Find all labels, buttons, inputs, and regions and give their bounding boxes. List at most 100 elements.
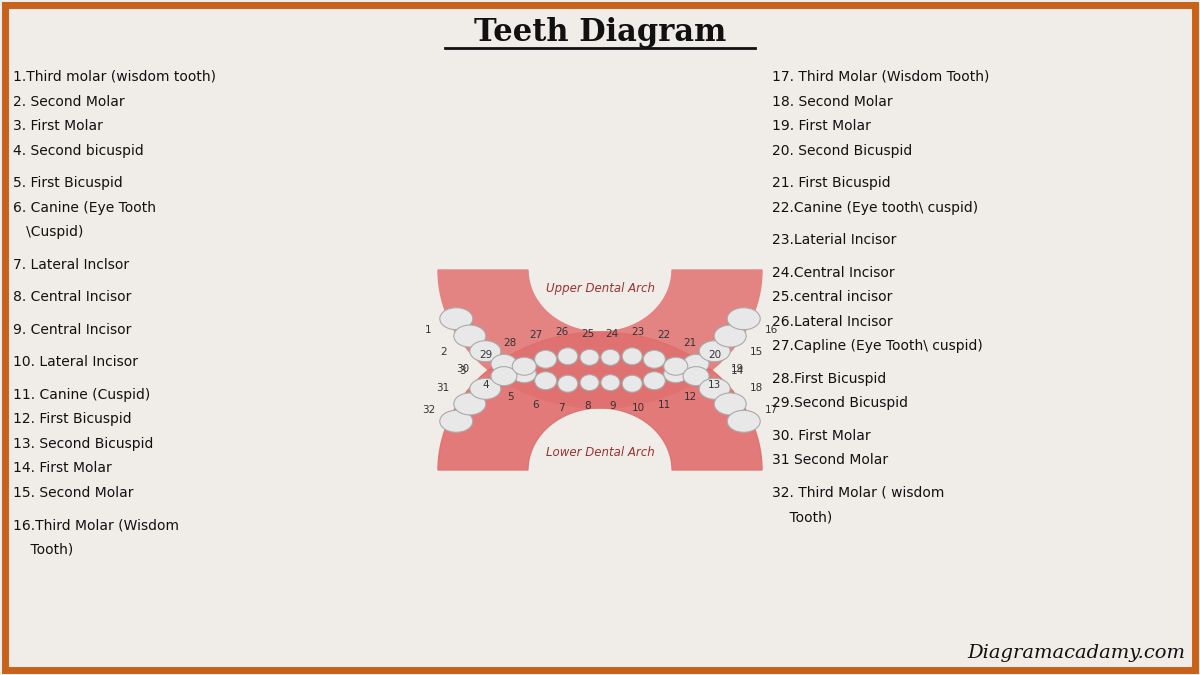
- Text: 25: 25: [581, 329, 594, 340]
- Text: 23: 23: [631, 327, 644, 337]
- Text: 1: 1: [425, 325, 432, 335]
- Ellipse shape: [700, 341, 730, 362]
- Text: 7. Lateral Inclsor: 7. Lateral Inclsor: [13, 257, 130, 271]
- Text: 15. Second Molar: 15. Second Molar: [13, 485, 133, 500]
- Ellipse shape: [727, 308, 761, 329]
- Text: 28.First Bicuspid: 28.First Bicuspid: [772, 371, 887, 385]
- Text: 5: 5: [506, 392, 514, 402]
- Ellipse shape: [643, 350, 665, 369]
- Ellipse shape: [491, 354, 517, 373]
- Text: 9. Central Incisor: 9. Central Incisor: [13, 323, 131, 337]
- Text: 24.Central Incisor: 24.Central Incisor: [772, 265, 895, 279]
- Ellipse shape: [683, 354, 709, 373]
- Text: 13: 13: [708, 380, 721, 390]
- Text: Lower Dental Arch: Lower Dental Arch: [546, 446, 654, 458]
- Text: 2. Second Molar: 2. Second Molar: [13, 95, 125, 109]
- Text: 8. Central Incisor: 8. Central Incisor: [13, 290, 131, 304]
- Ellipse shape: [714, 325, 746, 347]
- Text: 32. Third Molar ( wisdom: 32. Third Molar ( wisdom: [772, 485, 944, 500]
- Text: 23.Laterial Incisor: 23.Laterial Incisor: [772, 233, 896, 247]
- Text: 26: 26: [556, 327, 569, 337]
- Ellipse shape: [664, 364, 688, 383]
- Text: 5. First Bicuspid: 5. First Bicuspid: [13, 176, 122, 190]
- Ellipse shape: [470, 341, 500, 362]
- Text: Upper Dental Arch: Upper Dental Arch: [546, 281, 654, 294]
- Text: 31 Second Molar: 31 Second Molar: [772, 453, 888, 467]
- Text: 26.Lateral Incisor: 26.Lateral Incisor: [772, 315, 893, 329]
- Text: 16.Third Molar (Wisdom: 16.Third Molar (Wisdom: [13, 518, 179, 532]
- Ellipse shape: [470, 378, 500, 400]
- Text: 10. Lateral Incisor: 10. Lateral Incisor: [13, 355, 138, 369]
- Polygon shape: [438, 332, 762, 470]
- Ellipse shape: [491, 367, 517, 385]
- Ellipse shape: [512, 364, 536, 383]
- Ellipse shape: [714, 393, 746, 415]
- Ellipse shape: [558, 348, 577, 364]
- Text: 2: 2: [440, 347, 446, 357]
- Text: 28: 28: [504, 338, 517, 348]
- Text: 4: 4: [482, 380, 488, 390]
- Text: 17. Third Molar (Wisdom Tooth): 17. Third Molar (Wisdom Tooth): [772, 70, 989, 84]
- Text: 1.Third molar (wisdom tooth): 1.Third molar (wisdom tooth): [13, 70, 216, 84]
- Text: 18: 18: [750, 383, 763, 393]
- Ellipse shape: [700, 378, 730, 400]
- Text: Diagramacadamy.com: Diagramacadamy.com: [967, 644, 1186, 662]
- Text: 21: 21: [683, 338, 696, 348]
- Ellipse shape: [439, 410, 473, 432]
- Text: 10: 10: [631, 403, 644, 413]
- Ellipse shape: [535, 372, 557, 389]
- Polygon shape: [438, 270, 762, 408]
- Text: 16: 16: [764, 325, 778, 335]
- Text: 14. First Molar: 14. First Molar: [13, 461, 112, 475]
- Text: Tooth): Tooth): [772, 510, 833, 524]
- Text: 14: 14: [731, 366, 744, 375]
- Text: 12: 12: [683, 392, 696, 402]
- Text: 13. Second Bicuspid: 13. Second Bicuspid: [13, 437, 154, 450]
- Text: 32: 32: [422, 405, 436, 415]
- Ellipse shape: [727, 410, 761, 432]
- Text: \Cuspid): \Cuspid): [13, 225, 83, 239]
- Text: 4. Second bicuspid: 4. Second bicuspid: [13, 144, 144, 157]
- Text: 30. First Molar: 30. First Molar: [772, 429, 871, 443]
- Text: 3. First Molar: 3. First Molar: [13, 119, 103, 133]
- Text: 22: 22: [658, 330, 671, 340]
- Ellipse shape: [558, 375, 577, 392]
- Text: 27.Capline (Eye Tooth\ cuspid): 27.Capline (Eye Tooth\ cuspid): [772, 339, 983, 353]
- Text: 17: 17: [764, 405, 778, 415]
- Text: Tooth): Tooth): [13, 543, 73, 556]
- Text: 3: 3: [460, 366, 466, 375]
- Text: 31: 31: [437, 383, 450, 393]
- Text: 21. First Bicuspid: 21. First Bicuspid: [772, 176, 890, 190]
- Ellipse shape: [439, 308, 473, 329]
- Ellipse shape: [454, 325, 486, 347]
- Text: 7: 7: [558, 403, 565, 413]
- Text: 11. Canine (Cuspid): 11. Canine (Cuspid): [13, 387, 150, 402]
- Ellipse shape: [601, 350, 620, 365]
- Text: 8: 8: [584, 400, 592, 410]
- Text: 25.central incisor: 25.central incisor: [772, 290, 893, 304]
- Text: 20: 20: [708, 350, 721, 360]
- Text: 11: 11: [658, 400, 671, 410]
- Text: 6: 6: [533, 400, 539, 410]
- Text: 15: 15: [750, 347, 763, 357]
- Text: 6. Canine (Eye Tooth: 6. Canine (Eye Tooth: [13, 200, 156, 215]
- Polygon shape: [438, 270, 762, 408]
- Ellipse shape: [683, 367, 709, 385]
- Text: 27: 27: [529, 330, 542, 340]
- Ellipse shape: [623, 375, 642, 392]
- Text: 30: 30: [456, 364, 469, 375]
- Text: 20. Second Bicuspid: 20. Second Bicuspid: [772, 144, 912, 157]
- Ellipse shape: [664, 357, 688, 375]
- Ellipse shape: [535, 350, 557, 369]
- Text: 9: 9: [608, 400, 616, 410]
- Ellipse shape: [623, 348, 642, 364]
- Text: 12. First Bicuspid: 12. First Bicuspid: [13, 412, 132, 426]
- Ellipse shape: [643, 372, 665, 389]
- Text: 19. First Molar: 19. First Molar: [772, 119, 871, 133]
- Ellipse shape: [454, 393, 486, 415]
- Ellipse shape: [601, 375, 620, 391]
- Ellipse shape: [512, 357, 536, 375]
- Text: Teeth Diagram: Teeth Diagram: [474, 18, 726, 49]
- Text: 29: 29: [479, 350, 492, 360]
- Text: 24: 24: [606, 329, 619, 340]
